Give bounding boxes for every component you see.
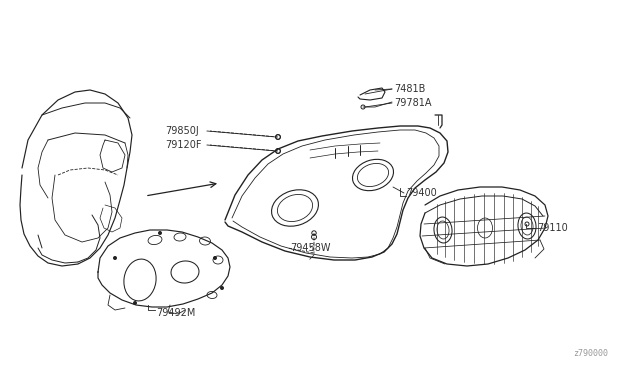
Ellipse shape: [220, 286, 224, 290]
Text: 79850J: 79850J: [165, 126, 199, 136]
Ellipse shape: [213, 256, 217, 260]
Text: 79781A: 79781A: [394, 98, 431, 108]
Ellipse shape: [133, 301, 137, 305]
Text: 79120F: 79120F: [165, 140, 202, 150]
Text: 79400: 79400: [406, 188, 436, 198]
Text: 79110: 79110: [537, 223, 568, 233]
Text: z790000: z790000: [573, 349, 608, 358]
Ellipse shape: [113, 256, 117, 260]
Text: 79492M: 79492M: [156, 308, 195, 318]
Ellipse shape: [158, 231, 162, 235]
Text: 7481B: 7481B: [394, 84, 426, 94]
Text: 79458W: 79458W: [290, 243, 330, 253]
